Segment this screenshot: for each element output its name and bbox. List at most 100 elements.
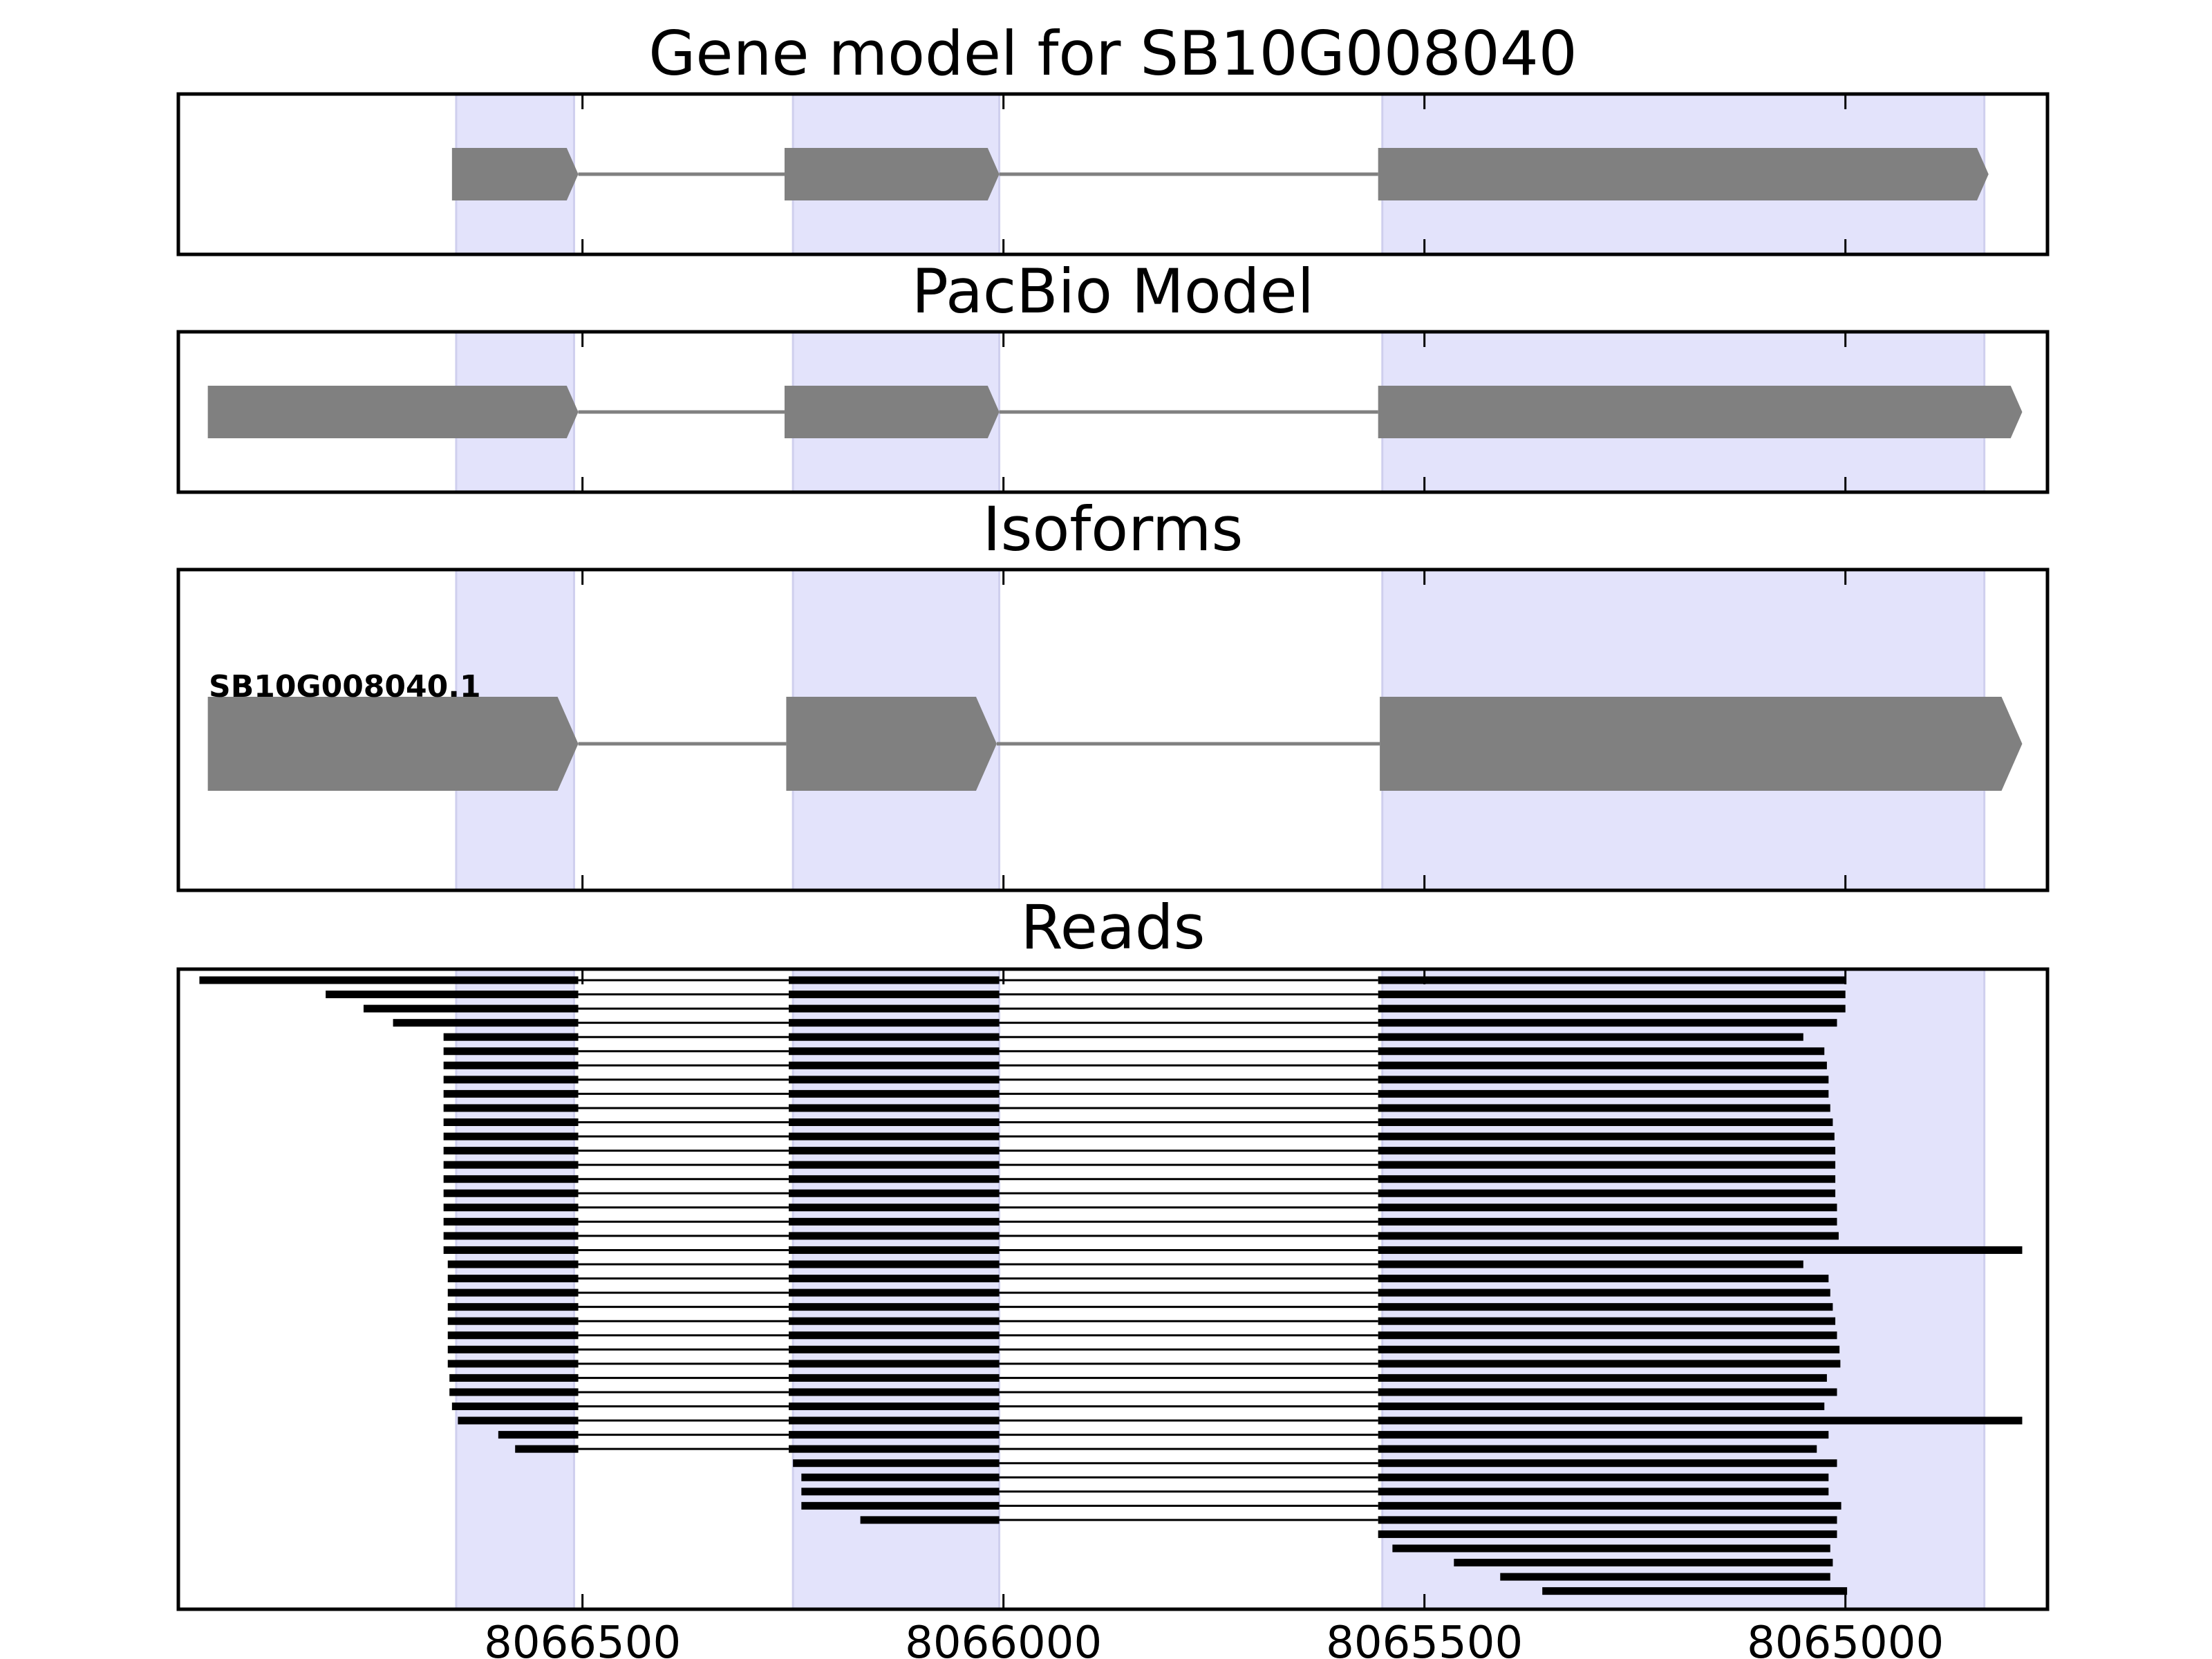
- read-block: [1542, 1587, 1848, 1595]
- read-block: [443, 1147, 579, 1155]
- exon-block: [207, 697, 579, 791]
- read-block: [789, 1203, 1000, 1212]
- read-block: [1500, 1573, 1830, 1581]
- read-block: [447, 1345, 579, 1353]
- exon-block: [784, 386, 1000, 438]
- read-block: [1378, 1033, 1803, 1041]
- x-tick-labels: 8066500 8066000 8065500 8065000: [484, 1618, 1944, 1659]
- read-block: [498, 1431, 579, 1439]
- read-block: [1378, 1175, 1836, 1183]
- read-block: [860, 1516, 1000, 1524]
- read-block: [789, 1217, 1000, 1226]
- read-block: [1378, 1303, 1833, 1311]
- read-block: [1378, 1232, 1839, 1240]
- read-block: [443, 1217, 579, 1226]
- read-block: [443, 1132, 579, 1141]
- read-block: [789, 1360, 1000, 1368]
- read-block: [1378, 1345, 1840, 1353]
- read-block: [1378, 1403, 1825, 1410]
- read-block: [1378, 1501, 1841, 1510]
- read-block: [1378, 1161, 1836, 1169]
- read-block: [1378, 1331, 1837, 1340]
- read-block: [1378, 976, 1846, 984]
- read-block: [789, 1431, 1000, 1439]
- isoform-label: SB10G008040.1: [209, 669, 481, 704]
- read-block: [789, 1275, 1000, 1283]
- read-block: [1378, 1360, 1841, 1368]
- read-block: [1378, 1431, 1829, 1439]
- read-block: [1378, 1516, 1837, 1524]
- read-block: [789, 1175, 1000, 1183]
- read-block: [1378, 1388, 1837, 1396]
- read-block: [1378, 1061, 1827, 1069]
- read-block: [1378, 1473, 1829, 1481]
- isoforms-title: Isoforms: [983, 494, 1244, 565]
- read-block: [789, 1374, 1000, 1382]
- axes-frame-layer: [176, 92, 2050, 1611]
- read-block: [447, 1260, 579, 1268]
- read-block: [789, 1061, 1000, 1069]
- read-block: [447, 1303, 579, 1311]
- axes-frame: [176, 92, 2050, 256]
- axes-frame: [176, 568, 2050, 892]
- read-block: [443, 1246, 579, 1254]
- read-block: [1378, 1217, 1837, 1226]
- read-block: [363, 1004, 579, 1013]
- read-block: [789, 1331, 1000, 1340]
- read-block: [789, 1132, 1000, 1141]
- read-block: [789, 1089, 1000, 1098]
- read-block: [443, 1161, 579, 1169]
- read-block: [458, 1416, 579, 1425]
- read-block: [443, 1089, 579, 1098]
- exon-block: [1380, 697, 2023, 791]
- read-block: [443, 1118, 579, 1126]
- reads-title: Reads: [1021, 892, 1206, 963]
- read-block: [1378, 1246, 2023, 1254]
- read-block: [326, 991, 579, 999]
- read-block: [789, 1403, 1000, 1410]
- read-block: [393, 1019, 579, 1027]
- read-block: [443, 1047, 579, 1056]
- read-block: [789, 1147, 1000, 1155]
- read-block: [1378, 1104, 1830, 1112]
- read-block: [789, 1161, 1000, 1169]
- read-block: [789, 1317, 1000, 1325]
- read-block: [1378, 1317, 1836, 1325]
- read-block: [1378, 1089, 1829, 1098]
- read-block: [1378, 1019, 1837, 1027]
- read-block: [1378, 1374, 1827, 1382]
- read-block: [1378, 1118, 1833, 1126]
- read-block: [1378, 1445, 1817, 1453]
- read-block: [199, 976, 579, 984]
- read-block: [449, 1388, 579, 1396]
- read-block: [789, 991, 1000, 999]
- read-block: [801, 1501, 1000, 1510]
- read-block: [789, 1232, 1000, 1240]
- read-block: [443, 1061, 579, 1069]
- read-block: [1378, 1416, 2023, 1425]
- read-block: [1378, 1203, 1837, 1212]
- read-block: [1378, 1047, 1825, 1056]
- read-block: [1378, 1260, 1803, 1268]
- pacbio-model-title: PacBio Model: [912, 256, 1314, 327]
- read-block: [443, 1104, 579, 1112]
- read-block: [447, 1317, 579, 1325]
- read-block: [801, 1488, 1000, 1496]
- read-block: [1378, 1147, 1836, 1155]
- read-block: [789, 1104, 1000, 1112]
- exon-block: [1378, 148, 1989, 200]
- exon-block: [451, 148, 579, 200]
- read-block: [789, 1345, 1000, 1353]
- read-block: [789, 1019, 1000, 1027]
- read-block: [1378, 991, 1846, 999]
- read-block: [1378, 1488, 1829, 1496]
- read-block: [443, 1033, 579, 1041]
- x-tick-label: 8066500: [484, 1618, 681, 1659]
- read-block: [443, 1232, 579, 1240]
- read-block: [515, 1445, 579, 1453]
- read-block: [789, 1246, 1000, 1254]
- x-tick-label: 8065000: [1747, 1618, 1944, 1659]
- exon-block: [207, 386, 579, 438]
- read-block: [443, 1175, 579, 1183]
